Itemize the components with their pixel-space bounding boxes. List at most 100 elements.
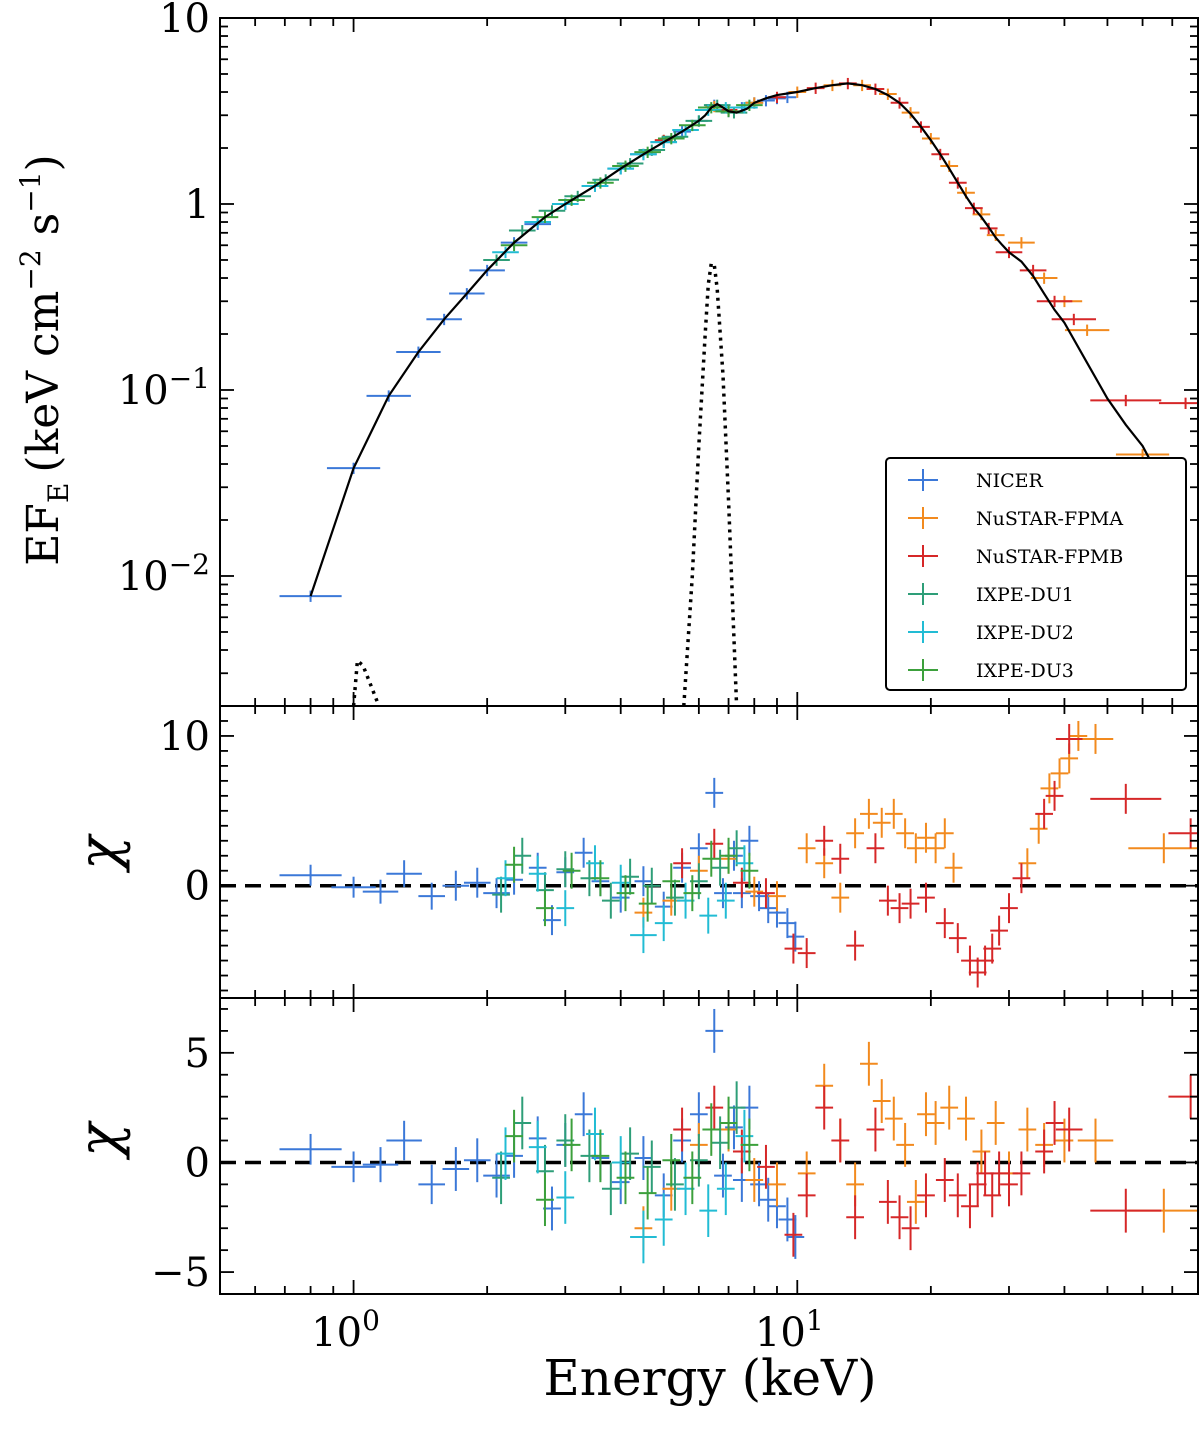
y-tick-label: 10 — [159, 0, 210, 42]
data-point — [957, 1096, 975, 1141]
data-point — [630, 1210, 657, 1264]
data-point — [768, 1162, 786, 1207]
legend-label: IXPE-DU3 — [976, 660, 1074, 682]
data-point — [714, 878, 732, 909]
data-point — [786, 921, 805, 952]
legend-marker — [908, 659, 938, 681]
model-curve — [309, 82, 1174, 597]
panel-residuals-1-frame — [219, 705, 1199, 999]
data-point — [990, 1151, 1008, 1196]
data-point — [638, 885, 657, 922]
data-point — [736, 99, 763, 112]
data-point — [896, 818, 914, 849]
data-point — [621, 1127, 639, 1180]
data-point — [386, 860, 422, 888]
data-point — [944, 852, 963, 883]
data-point — [463, 867, 491, 898]
data-point — [705, 777, 724, 808]
data-point — [878, 1179, 897, 1224]
y-tick-label: 10−2 — [118, 548, 210, 600]
data-point — [727, 1081, 746, 1134]
data-point — [699, 1184, 718, 1237]
data-point — [616, 875, 635, 912]
data-point — [735, 845, 754, 882]
legend-entry: NuSTAR-FPMB — [908, 545, 1123, 568]
data-point — [846, 930, 864, 961]
data-point — [505, 846, 523, 883]
data-point — [463, 1138, 491, 1183]
data-point — [1050, 758, 1069, 789]
data-point — [654, 905, 673, 942]
data-point — [815, 1085, 834, 1130]
data-point — [611, 864, 630, 901]
data-point — [683, 1151, 702, 1205]
legend-entry: IXPE-DU3 — [908, 659, 1074, 682]
data-point — [630, 917, 657, 954]
data-point — [705, 1008, 724, 1053]
data-point — [745, 1158, 764, 1202]
data-point — [740, 852, 759, 889]
data-point — [536, 1173, 554, 1227]
data-point — [901, 1206, 920, 1251]
panel-residuals-2-plot-area — [220, 1008, 1198, 1264]
data-point — [878, 885, 897, 916]
data-point — [890, 1195, 909, 1240]
data-point — [1051, 313, 1097, 326]
data-point — [866, 833, 885, 864]
data-point — [611, 1136, 630, 1189]
data-point — [860, 798, 878, 829]
legend-label: IXPE-DU1 — [976, 584, 1074, 606]
legend-entry: NICER — [908, 469, 1044, 492]
legend-box — [885, 457, 1187, 691]
legend-marker — [908, 583, 938, 605]
data-point — [556, 890, 575, 927]
series-NuSTAR-FPMA — [654, 79, 1170, 461]
legend-marker — [908, 469, 938, 491]
y-tick-label: 5 — [185, 1031, 210, 1077]
data-point — [1064, 324, 1110, 336]
data-point — [634, 866, 653, 897]
data-point — [1077, 723, 1114, 754]
data-point — [642, 867, 661, 904]
data-point — [1055, 1107, 1083, 1152]
series-IXPE-DU2 — [496, 1107, 754, 1264]
data-point — [968, 1162, 987, 1207]
legend-label: NuSTAR-FPMA — [976, 508, 1123, 530]
data-point — [1055, 723, 1083, 754]
data-point — [601, 882, 620, 919]
data-point — [638, 1166, 657, 1220]
data-point — [1012, 1151, 1031, 1196]
data-point — [673, 848, 691, 879]
data-point — [1036, 295, 1073, 308]
data-point — [528, 1120, 547, 1174]
data-point — [1168, 818, 1198, 849]
data-point — [768, 881, 786, 912]
series-IXPE-DU2 — [492, 102, 758, 259]
data-point — [1035, 798, 1053, 829]
data-point — [917, 1092, 935, 1137]
data-point — [621, 858, 639, 895]
data-point — [616, 1151, 635, 1205]
data-point — [896, 1122, 914, 1167]
data-point — [961, 1184, 979, 1229]
data-point — [662, 1133, 681, 1187]
data-point — [1012, 863, 1031, 894]
data-point — [591, 1129, 610, 1183]
data-point — [1035, 1129, 1053, 1174]
data-point — [948, 1173, 967, 1218]
data-point — [890, 893, 909, 924]
data-point — [784, 1212, 803, 1257]
data-point — [666, 879, 684, 916]
data-point — [702, 1103, 721, 1156]
data-point — [740, 825, 759, 856]
data-point — [872, 807, 891, 838]
data-point — [797, 1173, 816, 1218]
data-point — [926, 1101, 945, 1145]
data-point — [716, 1162, 735, 1216]
data-point — [1090, 394, 1162, 407]
data-point — [1090, 1188, 1162, 1233]
legend-marker — [908, 545, 938, 567]
data-point — [683, 875, 702, 912]
data-point — [884, 1096, 903, 1141]
data-point — [846, 818, 864, 849]
